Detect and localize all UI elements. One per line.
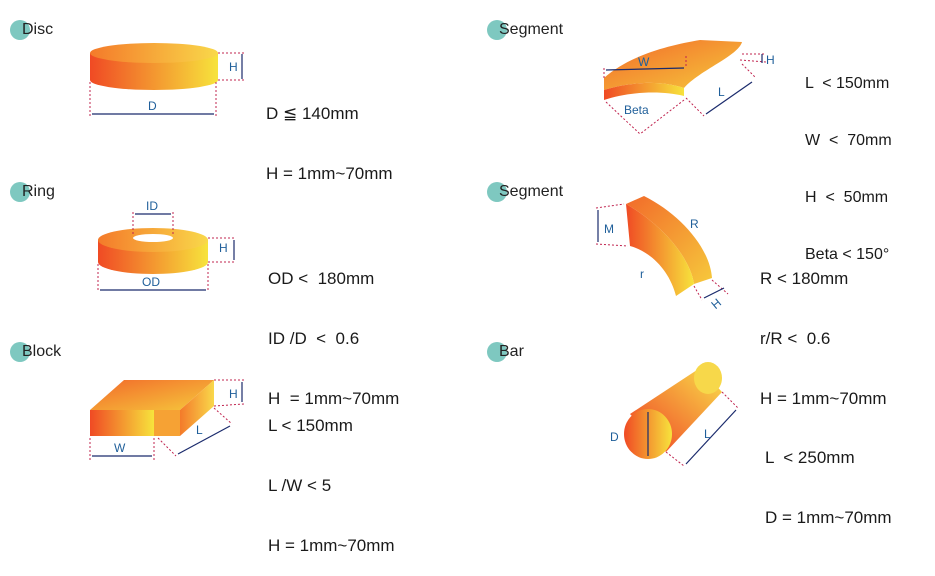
spec-line: R < 180mm bbox=[760, 269, 849, 288]
dim-label: r bbox=[640, 267, 644, 281]
dim-label: H bbox=[229, 60, 238, 74]
ring-title: Ring bbox=[10, 182, 55, 202]
ring-shape: ID H OD bbox=[97, 199, 236, 292]
dim-label: Beta bbox=[624, 103, 649, 117]
dim-label: D bbox=[148, 99, 157, 113]
spec-line: ID /D < 0.6 bbox=[268, 329, 360, 348]
spec-line: H = 1mm~70mm bbox=[760, 389, 887, 408]
dim-label: M bbox=[604, 222, 614, 236]
spec-line: W < 70mm bbox=[805, 132, 892, 149]
spec-line: L < 150mm bbox=[805, 75, 890, 92]
dim-label: H bbox=[766, 53, 775, 67]
spec-line: H < 50mm bbox=[805, 189, 889, 206]
dim-label: H bbox=[708, 296, 724, 312]
disc-shape: H D bbox=[89, 43, 244, 116]
dim-label: W bbox=[114, 441, 126, 455]
spec-line: H = 1mm~70mm bbox=[266, 164, 393, 183]
segment-radial-specs: R < 180mm r/R < 0.6 H = 1mm~70mm bbox=[760, 229, 887, 429]
bullet-dot-icon bbox=[10, 342, 30, 362]
spec-line: H = 1mm~70mm bbox=[268, 536, 395, 555]
bar-shape: D L bbox=[610, 362, 739, 467]
dim-label: L bbox=[718, 85, 725, 99]
spec-line: D = 1mm~70mm bbox=[765, 508, 892, 527]
block-shape: H W L bbox=[89, 379, 245, 460]
spec-line: H = 1mm~70mm bbox=[268, 389, 400, 408]
spec-line: L /W < 5 bbox=[268, 476, 332, 495]
dim-label: D bbox=[610, 430, 619, 444]
disc-title: Disc bbox=[10, 20, 53, 40]
shape-drawings: H D W H L Beta ID H bbox=[89, 40, 775, 467]
ring-specs: OD < 180mm ID /D < 0.6 H = 1mm~70mm bbox=[268, 229, 399, 429]
dim-label: L bbox=[196, 423, 203, 437]
spec-line: L < 250mm bbox=[765, 448, 855, 467]
spec-line: D ≦ 140mm bbox=[266, 104, 359, 123]
bullet-dot-icon bbox=[10, 182, 30, 202]
block-title: Block bbox=[10, 342, 61, 362]
segment-arc-specs: L < 150mm W < 70mm H < 50mm Beta < 150° bbox=[805, 36, 892, 283]
dim-label: R bbox=[690, 217, 699, 231]
bullet-dot-icon bbox=[487, 182, 507, 202]
spec-line: L < 150mm bbox=[268, 416, 353, 435]
dim-label: H bbox=[219, 241, 228, 255]
disc-specs: D ≦ 140mm H = 1mm~70mm bbox=[266, 64, 393, 204]
spec-line: Beta < 150° bbox=[805, 246, 890, 263]
segment-arc-title: Segment bbox=[487, 20, 563, 40]
segment-radial-shape: M R r H bbox=[595, 196, 729, 312]
bullet-dot-icon bbox=[487, 20, 507, 40]
dim-label: L bbox=[704, 427, 711, 441]
bullet-dot-icon bbox=[487, 342, 507, 362]
segment-arc-shape: W H L Beta bbox=[603, 40, 775, 135]
bar-title: Bar bbox=[487, 342, 524, 362]
dim-label: ID bbox=[146, 199, 158, 213]
dim-label: W bbox=[638, 55, 650, 69]
dim-label: H bbox=[229, 387, 238, 401]
bullet-dot-icon bbox=[10, 20, 30, 40]
dim-label: OD bbox=[142, 275, 160, 289]
spec-line: OD < 180mm bbox=[268, 269, 375, 288]
segment-radial-title: Segment bbox=[487, 182, 563, 202]
spec-line: r/R < 0.6 bbox=[760, 329, 831, 348]
